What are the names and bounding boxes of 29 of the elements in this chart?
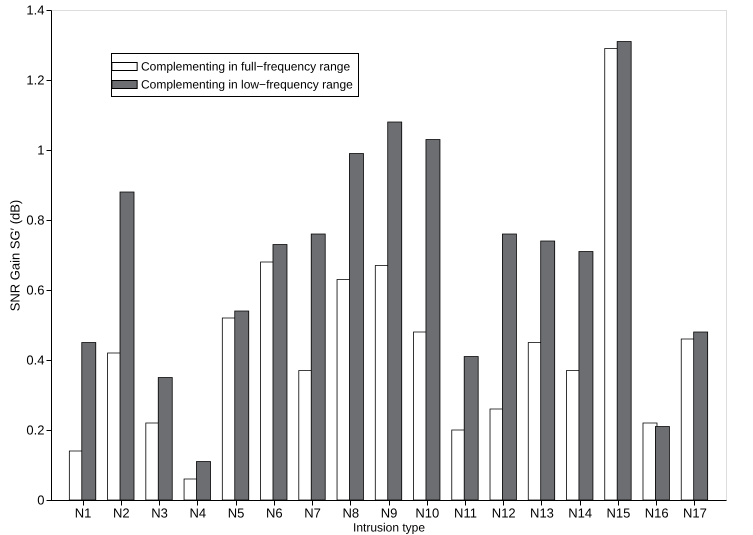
x-tick-label: N14 [568,506,592,520]
legend-label: Complementing in full−frequency range [141,60,350,74]
x-tick-label: N12 [492,506,516,520]
x-tick-label: N3 [151,506,168,520]
x-tick-label: N7 [304,506,321,520]
x-tick-label: N17 [683,506,707,520]
y-tick-label: 0.4 [26,352,44,368]
y-tick-label: 1.4 [26,2,44,18]
y-tick-label: 0.8 [26,212,44,228]
x-tick-label: N6 [266,506,283,520]
x-tick-label: N11 [454,506,477,520]
x-tick-label: N1 [74,506,92,520]
x-axis-title: Intrusion type [352,520,426,534]
x-tick-label: N10 [415,506,440,520]
y-tick-label: 0 [37,492,44,508]
x-tick-label: N13 [530,506,554,520]
x-tick-label: N9 [380,506,398,520]
legend-label: Complementing in low−frequency range [141,78,354,92]
x-tick-label: N4 [189,506,206,520]
x-tick-label: N8 [342,506,360,520]
y-axis-title: SNR Gain SG′ (dB) [7,200,22,312]
x-tick-label: N5 [228,506,244,520]
y-tick-label: 0.2 [26,422,44,438]
x-tick-label: N16 [644,506,669,520]
x-tick-label: N15 [606,506,630,520]
y-tick-label: 1.2 [26,72,44,88]
y-tick-label: 0.6 [26,282,44,298]
x-tick-label: N2 [112,506,130,520]
y-tick-label: 1 [37,142,44,158]
